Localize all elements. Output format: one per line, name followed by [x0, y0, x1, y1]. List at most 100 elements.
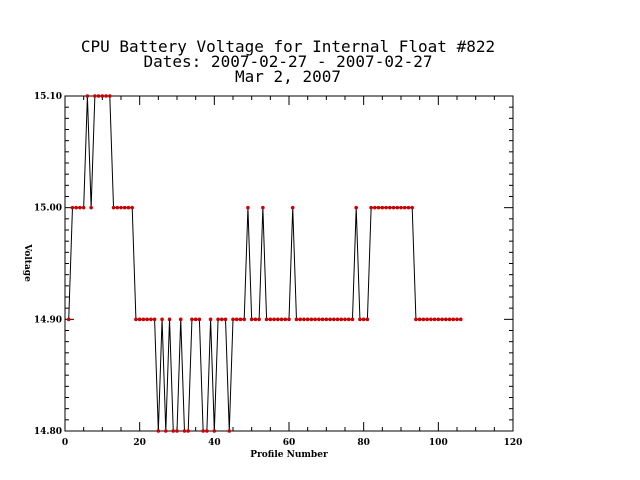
data-point [70, 205, 75, 210]
data-point [276, 317, 280, 322]
data-point [447, 317, 452, 322]
data-point [66, 317, 71, 322]
data-point [100, 94, 105, 98]
data-point [361, 317, 366, 322]
data-point [96, 94, 101, 98]
data-point [119, 205, 123, 210]
data-point [190, 317, 194, 322]
data-point [350, 317, 355, 322]
data-point [317, 317, 321, 322]
data-point [376, 205, 381, 210]
data-point [425, 317, 429, 322]
data-point [234, 317, 239, 322]
data-point [436, 317, 441, 322]
data-point [373, 205, 377, 210]
data-point [89, 205, 93, 210]
chart-title-line-2: Dates: 2007-02-27 - 2007-02-27 [144, 52, 433, 71]
data-point [458, 317, 463, 322]
data-point [283, 317, 288, 322]
data-point [178, 317, 183, 322]
data-point [126, 205, 131, 210]
data-point [313, 317, 317, 322]
data-point [272, 317, 276, 322]
data-point [421, 317, 426, 322]
data-point [279, 317, 284, 322]
data-point [171, 429, 176, 433]
y-axis-label: Voltage [22, 243, 32, 282]
data-point [231, 317, 235, 322]
data-point [264, 317, 269, 322]
data-point [134, 317, 138, 322]
data-point [395, 205, 400, 210]
data-point [324, 317, 329, 322]
data-point [451, 317, 456, 322]
data-point [268, 317, 273, 322]
data-point [130, 205, 134, 210]
data-point [261, 205, 265, 210]
data-point [332, 317, 336, 322]
data-point [328, 317, 332, 322]
data-point [399, 205, 403, 210]
y-tick-label: 15.10 [34, 92, 62, 102]
series-line [68, 95, 461, 432]
data-point [249, 317, 254, 322]
y-tick-label: 14.80 [34, 427, 62, 437]
data-point [309, 317, 314, 322]
data-point [335, 317, 340, 322]
data-point [410, 205, 415, 210]
data-point [167, 317, 172, 322]
data-point [111, 205, 116, 210]
data-point [197, 317, 202, 322]
data-point [122, 205, 127, 210]
data-point [298, 317, 303, 322]
data-point [294, 317, 299, 322]
data-point [354, 205, 359, 210]
data-point [287, 317, 291, 322]
data-point [74, 205, 78, 210]
data-point [160, 317, 164, 322]
x-tick-label: 80 [357, 438, 370, 448]
x-axis-label: Profile Number [250, 450, 328, 460]
data-point [104, 94, 108, 98]
data-point [384, 205, 388, 210]
data-point [388, 205, 392, 210]
x-tick-label: 40 [208, 438, 221, 448]
data-point [414, 317, 418, 322]
data-point [246, 205, 250, 210]
x-tick-label: 120 [504, 438, 523, 448]
chart-title-line-1: CPU Battery Voltage for Internal Float #… [81, 37, 495, 56]
data-point [137, 317, 142, 322]
data-point [358, 317, 362, 322]
data-point [417, 317, 422, 322]
y-tick-label: 15.00 [34, 204, 62, 214]
data-point [242, 317, 246, 322]
data-point [141, 317, 146, 322]
y-axis: 14.80 14.90 15.00 15.10 [34, 92, 513, 437]
data-point [406, 205, 411, 210]
data-point [220, 317, 224, 322]
x-tick-label: 100 [429, 438, 448, 448]
data-point [108, 94, 112, 98]
data-point [238, 317, 243, 322]
data-point [365, 317, 370, 322]
data-point [253, 317, 258, 322]
data-point [175, 429, 179, 433]
data-point [152, 317, 157, 322]
data-point [302, 317, 306, 322]
data-point [156, 429, 161, 433]
data-point [339, 317, 344, 322]
data-point [369, 205, 373, 210]
data-point [149, 317, 153, 322]
data-point [432, 317, 437, 322]
data-point [227, 429, 232, 433]
data-point [145, 317, 149, 322]
data-point [208, 317, 213, 322]
data-point [182, 429, 187, 433]
data-point [429, 317, 433, 322]
x-tick-label: 20 [133, 438, 146, 448]
data-point [212, 429, 217, 433]
data-point [380, 205, 385, 210]
data-point [391, 205, 396, 210]
data-point [164, 429, 168, 433]
data-point [440, 317, 444, 322]
